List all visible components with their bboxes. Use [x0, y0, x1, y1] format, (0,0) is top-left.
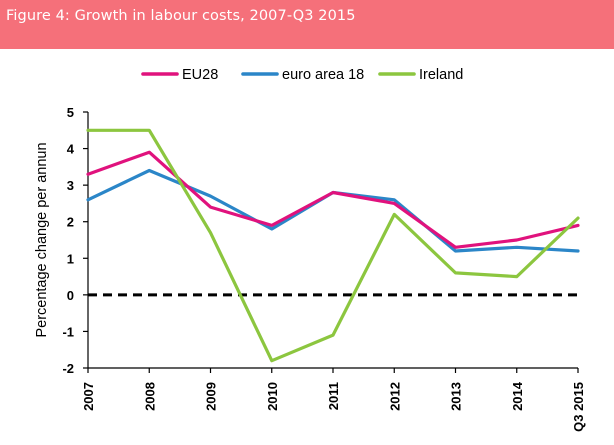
y-tick-label: 0	[67, 288, 74, 303]
series-line-euro-area-18	[86, 168, 580, 253]
y-tick-label: 3	[67, 178, 74, 193]
y-tick-label: 2	[67, 215, 74, 230]
legend-label-eu28: EU28	[182, 67, 218, 83]
y-tick-label: -1	[62, 324, 74, 339]
chart-axes: 5 4 3 2 1 0 -1 -2 Percentage change per annun 200…	[34, 105, 586, 432]
x-tick-label: 2009	[204, 382, 219, 411]
x-tick-label: 2010	[265, 382, 280, 411]
x-tick-label: 2014	[510, 381, 525, 411]
x-tick-label: 2013	[449, 382, 464, 411]
series-line-eu28	[86, 150, 580, 249]
x-tick-label: 2012	[387, 382, 402, 411]
y-tick-label: 1	[67, 251, 74, 266]
x-tick-label: 2008	[142, 382, 157, 411]
x-tick-label: 2007	[81, 382, 96, 411]
legend-label-euro-area-18: euro area 18	[282, 67, 364, 83]
figure-header-band: Figure 4: Growth in labour costs, 2007-Q…	[0, 0, 614, 49]
chart-series-layer	[86, 128, 580, 363]
legend-label-ireland: Ireland	[419, 67, 463, 83]
y-tick-label: 4	[67, 142, 75, 157]
y-tick-label: 5	[67, 105, 74, 120]
chart-legend: EU28 euro area 18 Ireland	[141, 67, 463, 83]
x-tick-label: 2011	[326, 382, 341, 410]
x-tick-label: Q3 2015	[571, 382, 586, 432]
y-tick-label: -2	[62, 361, 74, 376]
y-axis-title: Percentage change per annun	[34, 142, 50, 337]
series-line-ireland	[86, 128, 580, 363]
figure-title: Figure 4: Growth in labour costs, 2007-Q…	[6, 8, 356, 24]
